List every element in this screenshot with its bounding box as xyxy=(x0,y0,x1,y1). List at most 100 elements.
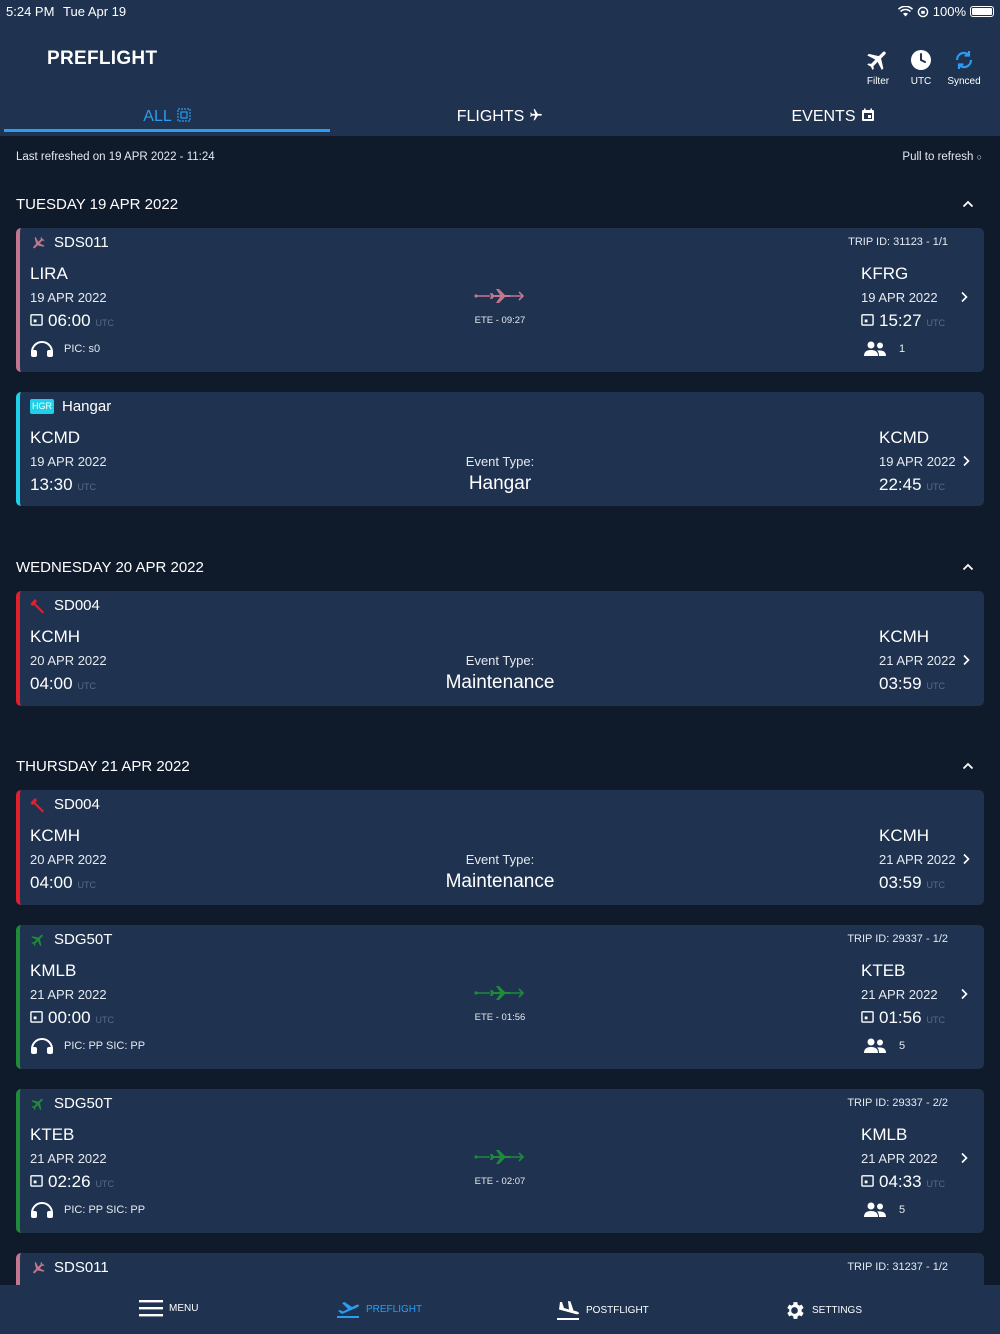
utc-label: UTC xyxy=(910,76,932,87)
airplane-icon xyxy=(33,236,45,248)
chevron-right-icon[interactable] xyxy=(962,654,970,666)
event-end-time: 03:59 UTC xyxy=(879,873,945,893)
event-type-value: Hangar xyxy=(468,473,532,494)
pull-to-refresh[interactable]: Pull to refresh ○ xyxy=(902,151,982,163)
nav-preflight[interactable]: PREFLIGHT xyxy=(336,1299,422,1319)
crew-names: PIC: s0 xyxy=(64,343,101,355)
flight-path-icon xyxy=(474,289,525,303)
ete-label: ETE - 02:07 xyxy=(474,1176,526,1187)
flight-number: SDS011 xyxy=(54,234,109,251)
arrival-date: 21 APR 2022 xyxy=(861,1151,938,1166)
chevron-right-icon[interactable] xyxy=(960,1152,968,1164)
utc-label: UTC xyxy=(926,1179,946,1189)
event-card[interactable]: SD004 KCMH 20 APR 2022 04:00 UTC Event T… xyxy=(16,591,984,706)
passenger-count-value: 1 xyxy=(899,343,906,355)
departure-time-value: 02:26 xyxy=(48,1172,91,1191)
nav-settings[interactable]: SETTINGS xyxy=(783,1299,862,1322)
event-start-location: KCMD xyxy=(30,428,81,447)
filter-button[interactable]: Filter xyxy=(856,46,900,87)
trip-id: TRIP ID: 31237 - 1/2 xyxy=(847,1261,948,1273)
nav-preflight-label: PREFLIGHT xyxy=(366,1303,423,1315)
section-header: THURSDAY 21 APR 2022 xyxy=(16,758,190,775)
last-refreshed-text: Last refreshed on 19 APR 2022 - 11:24 xyxy=(16,151,215,163)
chevron-right-icon[interactable] xyxy=(962,455,970,467)
chevron-up-icon[interactable] xyxy=(962,760,974,772)
event-title: Hangar xyxy=(62,398,112,415)
wifi-icon xyxy=(897,6,913,17)
tab-all-label: ALL xyxy=(143,108,172,125)
utc-button[interactable]: UTC xyxy=(899,46,943,87)
passenger-count: 1 xyxy=(863,341,905,357)
event-end-time: 03:59 UTC xyxy=(879,674,945,694)
synced-label: Synced xyxy=(947,76,981,87)
headset-icon xyxy=(31,1202,53,1218)
ete-label: ETE - 09:27 xyxy=(474,315,526,326)
event-end-time: 22:45 UTC xyxy=(879,475,945,495)
crew-info: PIC: s0 xyxy=(30,339,100,359)
tab-flights-label: FLIGHTS xyxy=(456,108,525,125)
arrival-airport: KTEB xyxy=(861,961,906,980)
orientation-lock-icon xyxy=(917,6,929,17)
pull-to-refresh-label: Pull to refresh xyxy=(902,151,974,163)
event-start-date: 20 APR 2022 xyxy=(30,852,107,867)
hangar-badge: HGR xyxy=(30,399,54,414)
tab-all[interactable]: ALL xyxy=(4,104,330,136)
arrival-time-value: 15:27 xyxy=(879,311,922,330)
chevron-up-icon[interactable] xyxy=(962,561,974,573)
event-start-date: 19 APR 2022 xyxy=(30,454,107,469)
tab-events[interactable]: EVENTS xyxy=(666,104,1000,136)
event-end-date: 21 APR 2022 xyxy=(879,653,956,668)
synced-button[interactable]: Synced xyxy=(942,46,986,87)
flight-ident: SDS011 xyxy=(30,234,109,251)
departure-airport: KTEB xyxy=(30,1125,75,1144)
arrival-time: 15:27 UTC xyxy=(861,311,945,331)
nav-postflight[interactable]: POSTFLIGHT xyxy=(556,1299,649,1321)
people-icon xyxy=(864,1038,886,1053)
utc-label: UTC xyxy=(926,880,946,890)
utc-label: UTC xyxy=(77,880,97,890)
tab-flights[interactable]: FLIGHTS xyxy=(334,104,666,136)
headset-icon xyxy=(31,1038,53,1054)
status-indicators: 100% xyxy=(897,4,994,19)
arrival-airport: KFRG xyxy=(861,264,909,283)
nav-menu[interactable]: MENU xyxy=(139,1299,198,1317)
people-icon xyxy=(864,341,886,356)
landing-icon xyxy=(557,1301,579,1320)
battery-icon xyxy=(970,6,994,17)
nav-postflight-label: POSTFLIGHT xyxy=(586,1304,649,1316)
event-start-time: 04:00 UTC xyxy=(30,674,96,694)
people-icon xyxy=(864,1202,886,1217)
chevron-up-icon[interactable] xyxy=(962,198,974,210)
calendar-icon xyxy=(30,314,43,326)
calendar-icon xyxy=(861,1175,874,1187)
grid-icon xyxy=(177,108,191,122)
event-start-time: 13:30 UTC xyxy=(30,475,96,495)
utc-label: UTC xyxy=(77,482,97,492)
status-date: Tue Apr 19 xyxy=(63,4,127,19)
nav-menu-label: MENU xyxy=(169,1302,199,1314)
flight-ident: SDG50T xyxy=(30,1095,112,1112)
flight-route: ETE - 01:56 xyxy=(450,983,550,1023)
arrival-time-value: 01:56 xyxy=(879,1008,922,1027)
event-ident: SD004 xyxy=(30,796,100,813)
chevron-right-icon[interactable] xyxy=(962,853,970,865)
crew-names: PIC: PP SIC: PP xyxy=(64,1204,146,1216)
flight-number: SDG50T xyxy=(54,1095,113,1112)
flight-card[interactable]: SDG50T TRIP ID: 29337 - 1/2 KMLB 21 APR … xyxy=(16,925,984,1069)
flight-number: SDS011 xyxy=(54,1259,109,1276)
flight-path-icon xyxy=(474,1150,525,1164)
flight-number: SDG50T xyxy=(54,931,113,948)
trip-id: TRIP ID: 29337 - 2/2 xyxy=(847,1097,948,1109)
event-card[interactable]: SD004 KCMH 20 APR 2022 04:00 UTC Event T… xyxy=(16,790,984,905)
flight-card[interactable]: SDG50T TRIP ID: 29337 - 2/2 KTEB 21 APR … xyxy=(16,1089,984,1233)
arrival-date: 21 APR 2022 xyxy=(861,987,938,1002)
event-card[interactable]: HGR Hangar KCMD 19 APR 2022 13:30 UTC Ev… xyxy=(16,392,984,506)
event-end-location: KCMD xyxy=(879,428,930,447)
event-type-block: Event Type: Hangar xyxy=(430,454,570,495)
chevron-right-icon[interactable] xyxy=(960,291,968,303)
section-header: TUESDAY 19 APR 2022 xyxy=(16,196,179,213)
page-title: PREFLIGHT xyxy=(47,48,158,69)
departure-time-value: 06:00 xyxy=(48,311,91,330)
chevron-right-icon[interactable] xyxy=(960,988,968,1000)
flight-card[interactable]: SDS011 TRIP ID: 31123 - 1/1 LIRA 19 APR … xyxy=(16,228,984,372)
